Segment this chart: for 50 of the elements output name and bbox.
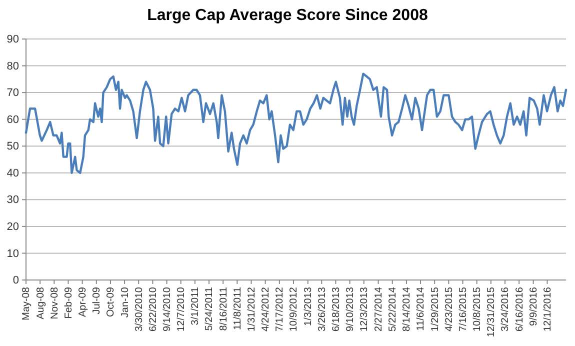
x-tick-label: 7/16/2015 bbox=[458, 286, 469, 332]
x-tick-label: 3/24/2016 bbox=[500, 286, 512, 332]
line-series bbox=[24, 72, 568, 174]
x-tick-label: Jan-10 bbox=[120, 286, 131, 318]
y-tick-label: 0 bbox=[12, 274, 19, 287]
x-tick-label: 12/3/2013 bbox=[359, 286, 370, 332]
x-tick-label: 2/27/2014 bbox=[373, 286, 384, 332]
x-tick-label: 10/9/2012 bbox=[288, 286, 300, 332]
x-tick-label: 6/18/2013 bbox=[330, 286, 342, 332]
x-tick-label: 11/6/2014 bbox=[416, 286, 427, 331]
x-tick-label: 1/29/2015 bbox=[430, 286, 441, 332]
x-tick-label: Oct-09 bbox=[106, 286, 117, 318]
chart-title: Large Cap Average Score Since 2008 bbox=[147, 7, 428, 24]
x-tick-label: 4/23/2015 bbox=[444, 286, 455, 332]
x-tick-label: 6/16/2016 bbox=[514, 286, 526, 332]
x-tick-label: 1/31/2012 bbox=[246, 286, 258, 332]
x-tick-label: 3/30/2010 bbox=[134, 286, 145, 332]
x-tick-label: 9/14/2010 bbox=[162, 286, 173, 332]
x-tick-label: 6/22/2010 bbox=[148, 286, 159, 332]
x-tick-label: 12/31/2015 bbox=[486, 286, 498, 338]
x-tick-label: 11/8/2011 bbox=[232, 286, 244, 330]
x-tick-label: 7/17/2012 bbox=[274, 286, 286, 332]
x-tick-label: 3/1/2011 bbox=[190, 286, 202, 326]
x-tick-label: Aug-08 bbox=[35, 286, 46, 320]
y-tick-label: 60 bbox=[6, 114, 19, 126]
x-tick-label: 3/26/2013 bbox=[316, 286, 328, 332]
x-tick-label: Apr-09 bbox=[78, 286, 89, 318]
x-tick-label: 8/16/2011 bbox=[218, 286, 230, 331]
y-tick-label: 70 bbox=[6, 87, 19, 100]
x-tick-label: 5/22/2014 bbox=[388, 286, 399, 332]
x-tick-label: 1/3/2013 bbox=[303, 286, 314, 326]
x-tick-label: Feb-09 bbox=[63, 286, 74, 319]
x-tick-label: Jul-09 bbox=[92, 286, 103, 314]
y-tick-label: 80 bbox=[6, 60, 19, 72]
y-tick-label: 40 bbox=[6, 167, 19, 180]
y-tick-label: 90 bbox=[6, 34, 19, 46]
y-tick-label: 50 bbox=[6, 140, 19, 153]
x-tick-label: 5/24/2011 bbox=[204, 286, 216, 331]
x-tick-label: Nov-08 bbox=[49, 286, 60, 320]
x-tick-label: 9/9/2016 bbox=[528, 286, 540, 326]
x-tick-label: 9/10/2013 bbox=[345, 286, 356, 332]
x-tick-label: 8/14/2014 bbox=[402, 286, 413, 332]
x-tick-label: May-08 bbox=[21, 286, 32, 320]
x-tick-label: 12/7/2010 bbox=[176, 286, 188, 332]
x-tick-label: 4/24/2012 bbox=[260, 286, 272, 332]
y-tick-label: 10 bbox=[6, 248, 19, 260]
y-tick-label: 20 bbox=[6, 220, 19, 233]
x-tick-label: 10/8/2015 bbox=[472, 286, 484, 332]
x-tick-label: 12/1/2016 bbox=[542, 286, 554, 332]
y-tick-label: 30 bbox=[6, 194, 19, 206]
